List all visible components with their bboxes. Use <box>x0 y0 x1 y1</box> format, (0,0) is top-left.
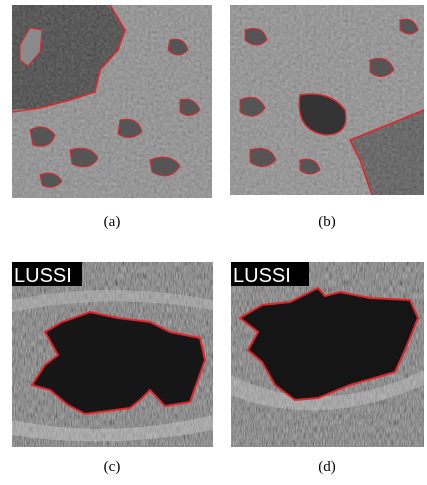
figure: (a) (b) LUSSI (c) LUSSI <box>0 0 427 485</box>
image-c: LUSSI <box>12 262 213 447</box>
caption: (c) <box>104 459 121 475</box>
caption: (d) <box>318 459 336 475</box>
image-label: LUSSI <box>233 265 291 287</box>
image-label: LUSSI <box>14 265 72 287</box>
caption: (a) <box>104 214 121 230</box>
image-d: LUSSI <box>231 262 424 447</box>
image-a <box>12 5 212 198</box>
image-b <box>230 5 424 195</box>
caption: (b) <box>318 214 336 230</box>
